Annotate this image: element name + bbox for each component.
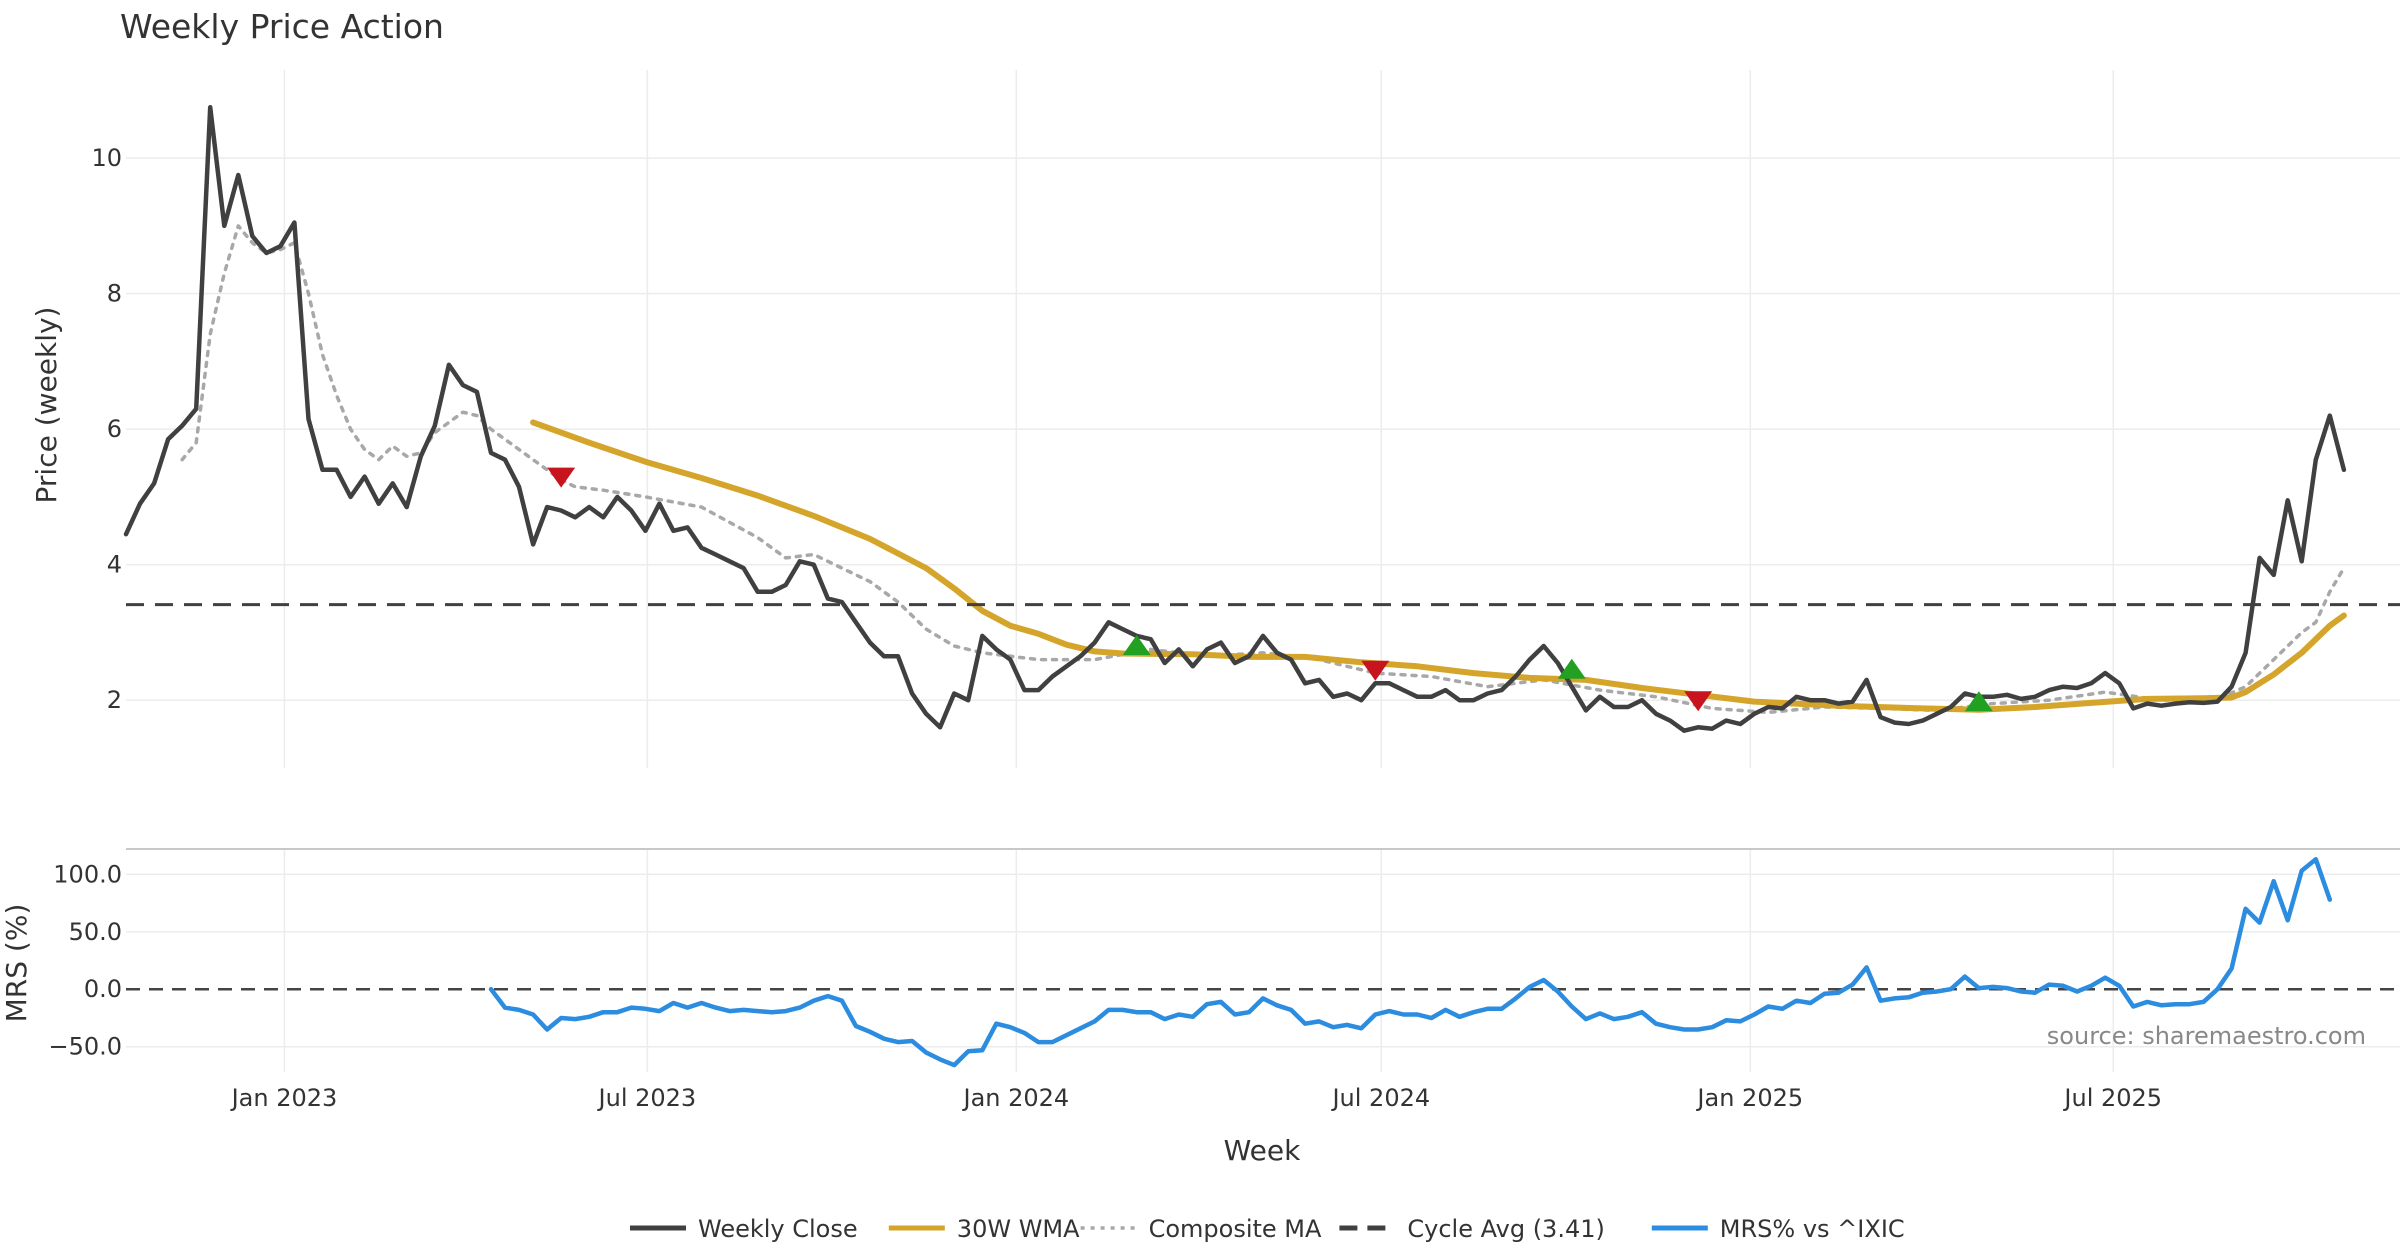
mrs-y-tick-label: 50.0: [69, 918, 122, 946]
signal-down-marker: [1684, 691, 1713, 712]
weekly-close-line: [123, 105, 2347, 733]
price-series-layer: [123, 105, 2400, 733]
legend: Weekly Close 30W WMA Composite MA Cycle Avg…: [630, 1215, 1905, 1243]
price-y-ticks: 2 4 6 8 10: [91, 144, 122, 714]
legend-label-weekly-close: Weekly Close: [698, 1215, 858, 1243]
x-tick-label: Jul 2024: [1330, 1084, 1430, 1112]
signal-markers: [547, 467, 1993, 712]
price-y-tick-label: 4: [107, 551, 122, 579]
mrs-y-ticks: 100.0 50.0 0.0 −50.0: [48, 860, 122, 1060]
legend-label-composite-ma: Composite MA: [1149, 1215, 1322, 1243]
price-y-tick-label: 2: [107, 686, 122, 714]
source-note: source: sharemaestro.com: [2047, 1022, 2366, 1050]
x-tick-label: Jul 2023: [597, 1084, 697, 1112]
mrs-y-tick-label: −50.0: [48, 1033, 122, 1061]
mrs-y-tick-label: 0.0: [84, 975, 122, 1003]
price-y-tick-label: 10: [91, 144, 122, 172]
chart-title: Weekly Price Action: [120, 7, 444, 46]
x-tick-label: Jan 2024: [961, 1084, 1069, 1112]
x-tick-label: Jan 2025: [1695, 1084, 1803, 1112]
legend-label-mrs-vs-ixic: MRS% vs ^IXIC: [1720, 1215, 1905, 1243]
price-y-tick-label: 6: [107, 415, 122, 443]
signal-up-marker: [1122, 635, 1151, 656]
price-y-axis-label: Price (weekly): [30, 307, 63, 504]
legend-label-30w-wma: 30W WMA: [957, 1215, 1080, 1243]
signal-up-marker: [1964, 691, 1993, 712]
mrs-series-layer: [488, 857, 2333, 1068]
price-panel-grid: [126, 70, 2400, 768]
mrs-y-tick-label: 100.0: [53, 860, 122, 888]
mrs-y-axis-label: MRS (%): [0, 904, 33, 1023]
signal-down-marker: [547, 467, 576, 488]
30w-wma-line: [530, 419, 2347, 713]
price-y-tick-label: 8: [107, 280, 122, 308]
signal-up-marker: [1557, 658, 1586, 679]
mrs-vs-ixic-line: [488, 857, 2333, 1068]
x-tick-label: Jul 2025: [2062, 1084, 2162, 1112]
x-ticks: Jan 2023 Jul 2023 Jan 2024 Jul 2024 Jan 2025…: [230, 1084, 2163, 1112]
legend-label-cycle-avg-3-41: Cycle Avg (3.41): [1407, 1215, 1604, 1243]
signal-down-marker: [1361, 660, 1390, 681]
x-axis-label: Week: [1224, 1134, 1301, 1167]
x-tick-label: Jan 2023: [230, 1084, 338, 1112]
mrs-panel-grid: [126, 849, 2400, 1072]
